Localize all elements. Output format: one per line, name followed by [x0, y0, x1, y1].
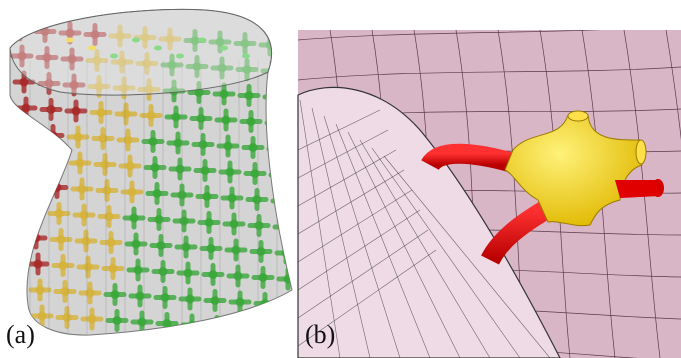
lattice-part	[282, 249, 291, 258]
lattice-part	[28, 182, 37, 191]
lattice-part	[88, 315, 97, 324]
lattice-part	[274, 145, 283, 154]
lattice-part	[180, 217, 189, 226]
lattice-part	[263, 325, 272, 334]
lattice-part	[82, 237, 91, 246]
lattice-part	[30, 208, 39, 217]
lattice-part	[26, 156, 35, 165]
lattice-part	[226, 168, 235, 177]
lattice-part	[76, 159, 85, 168]
panel-a: (a)	[6, 9, 301, 349]
lattice-part	[32, 234, 41, 243]
lattice-part	[201, 166, 210, 175]
lattice-part	[103, 186, 112, 195]
panel-b: (b)	[298, 25, 681, 358]
lattice-part	[84, 263, 93, 272]
lattice-part	[199, 140, 208, 149]
lattice-part	[151, 163, 160, 172]
lattice-part	[161, 293, 170, 302]
lattice-part	[132, 240, 141, 249]
lattice-part	[186, 295, 195, 304]
lattice-part	[174, 139, 183, 148]
lattice-part	[72, 107, 81, 116]
lattice-part	[128, 188, 137, 197]
lattice-part	[147, 111, 156, 120]
tube	[430, 154, 520, 165]
tube	[615, 180, 660, 198]
lattice-part	[136, 292, 145, 301]
lattice-part	[34, 260, 43, 269]
figure: (a) (b)	[0, 0, 681, 358]
lattice-part	[55, 209, 64, 218]
lattice-part	[111, 290, 120, 299]
lattice-part	[51, 157, 60, 166]
lattice-part	[207, 244, 216, 253]
lattice-part	[36, 286, 45, 295]
lattice-part	[284, 275, 293, 284]
lattice-part	[109, 264, 118, 273]
lattice-part	[276, 171, 285, 180]
panel-label: (a)	[6, 320, 35, 349]
lattice-part	[47, 105, 56, 114]
lattice-part	[247, 117, 256, 126]
lattice-part	[134, 266, 143, 275]
lattice-part	[176, 165, 185, 174]
lattice-part	[255, 221, 264, 230]
lattice-part	[155, 215, 164, 224]
lattice-part	[286, 301, 295, 310]
lattice-part	[228, 194, 237, 203]
node-arm	[568, 111, 588, 121]
lattice-part	[24, 130, 33, 139]
lattice-part	[245, 91, 254, 100]
lattice-part	[149, 137, 158, 146]
lattice-part	[107, 238, 116, 247]
lattice-part	[249, 143, 258, 152]
lattice-part	[101, 160, 110, 169]
lattice-part	[234, 272, 243, 281]
lattice-part	[57, 235, 66, 244]
lattice-part	[184, 269, 193, 278]
lattice-part	[259, 273, 268, 282]
lattice-part	[172, 113, 181, 122]
lattice-part	[272, 119, 281, 128]
top-face	[10, 9, 272, 95]
lattice-part	[253, 195, 262, 204]
lattice-part	[261, 299, 270, 308]
lattice-part	[238, 324, 247, 333]
lattice-part	[138, 318, 147, 327]
lattice-part	[211, 296, 220, 305]
lattice-part	[59, 261, 68, 270]
lattice-part	[220, 90, 229, 99]
lattice-part	[280, 223, 289, 232]
lattice-part	[270, 93, 279, 102]
lattice-part	[130, 214, 139, 223]
lattice-part	[157, 241, 166, 250]
node-arm	[636, 140, 646, 164]
lattice-part	[38, 312, 47, 321]
lattice-part	[288, 327, 297, 336]
panel-label: (b)	[305, 320, 335, 349]
lattice-part	[63, 313, 72, 322]
lattice-part	[16, 26, 25, 35]
lattice-part	[122, 110, 131, 119]
lattice-part	[224, 142, 233, 151]
lattice-part	[278, 197, 287, 206]
lattice-part	[222, 116, 231, 125]
lattice-part	[205, 218, 214, 227]
lattice-part	[153, 189, 162, 198]
lattice-part	[236, 298, 245, 307]
lattice-part	[74, 133, 83, 142]
lattice-part	[20, 78, 29, 87]
lattice-part	[113, 316, 122, 325]
lattice-part	[230, 220, 239, 229]
lattice-part	[78, 185, 87, 194]
lattice-part	[213, 322, 222, 331]
lattice-part	[182, 243, 191, 252]
lattice-part	[97, 108, 106, 117]
lattice-part	[209, 270, 218, 279]
lattice-part	[188, 321, 197, 330]
lattice-part	[203, 192, 212, 201]
lattice-part	[126, 162, 135, 171]
